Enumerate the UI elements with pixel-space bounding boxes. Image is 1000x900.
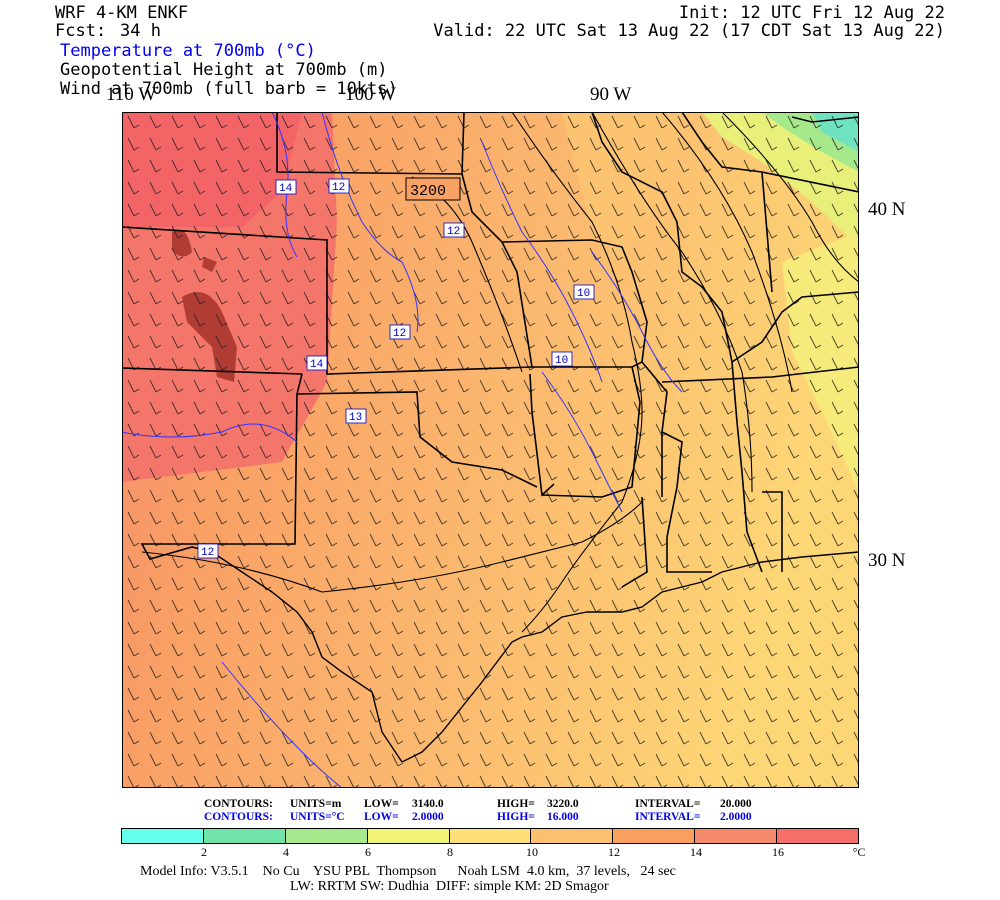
lon-label-90w: 90 W — [590, 84, 632, 105]
temp-contours-label: CONTOURS: — [204, 811, 273, 823]
temp-label: 13 — [349, 412, 362, 424]
model-info: Model Info: V3.5.1 No Cu YSU PBL Thompso… — [140, 864, 676, 879]
forecast-hour: 34 h — [120, 21, 161, 41]
height-interval-label: INTERVAL= — [635, 798, 701, 810]
height-low-label: LOW= — [364, 798, 399, 810]
height-high-value: 3220.0 — [547, 798, 579, 810]
height-contours — [141, 112, 859, 633]
color-swatch — [285, 829, 368, 843]
height-high-label: HIGH= — [497, 798, 535, 810]
field-height: Geopotential Height at 700mb (m) — [60, 60, 388, 80]
color-swatch — [777, 829, 859, 843]
field-temperature: Temperature at 700mb (°C) — [60, 41, 316, 61]
temp-label: 10 — [577, 288, 590, 300]
height-units: UNITS=m — [290, 798, 342, 810]
temp-label: 14 — [310, 359, 324, 371]
scale-tick: 8 — [447, 845, 453, 859]
valid-time: Valid: 22 UTC Sat 13 Aug 22 (17 CDT Sat … — [433, 21, 945, 41]
wind-barbs — [122, 112, 859, 788]
temp-label: 12 — [332, 182, 345, 194]
scale-tick: 10 — [526, 845, 538, 859]
temp-units: UNITS=°C — [290, 811, 345, 823]
init-time: Init: 12 UTC Fri 12 Aug 22 — [678, 3, 945, 23]
color-scale-bar — [121, 828, 859, 844]
temp-label: 12 — [393, 328, 406, 340]
scale-unit: °C — [852, 845, 866, 859]
weather-map: 14 12 12 12 10 10 14 13 12 3200 — [122, 112, 859, 788]
temp-low-label: LOW= — [364, 811, 399, 823]
state-boundaries — [122, 112, 859, 588]
lon-label-110w: 110 W — [106, 84, 157, 105]
color-swatch — [531, 829, 614, 843]
temp-label: 12 — [447, 226, 460, 238]
height-low-value: 3140.0 — [412, 798, 444, 810]
lon-label-100w: 100 W — [345, 84, 396, 105]
scale-tick: 4 — [283, 845, 289, 859]
scale-tick: 14 — [690, 845, 702, 859]
height-contour-label: 3200 — [410, 183, 446, 200]
field-wind: Wind at 700mb (full barb = 10kts) — [60, 79, 398, 99]
forecast-label: Fcst: — [55, 21, 107, 41]
color-swatch — [449, 829, 532, 843]
lat-label-40n: 40 N — [868, 199, 906, 220]
temp-label: 10 — [555, 355, 568, 367]
scale-tick: 12 — [608, 845, 620, 859]
height-label: 3200 — [405, 177, 461, 201]
scale-tick: 6 — [365, 845, 371, 859]
physics-info: LW: RRTM SW: Dudhia DIFF: simple KM: 2D … — [290, 879, 609, 894]
coastline — [211, 551, 859, 763]
color-swatch — [203, 829, 286, 843]
scale-tick: 16 — [772, 845, 784, 859]
height-contours-label: CONTOURS: — [204, 798, 273, 810]
height-interval-value: 20.000 — [720, 798, 752, 810]
temp-high-value: 16.000 — [547, 811, 579, 823]
color-swatch — [122, 829, 204, 843]
temp-label: 12 — [201, 547, 214, 559]
model-title: WRF 4-KM ENKF — [55, 3, 189, 23]
temp-interval-value: 2.0000 — [720, 811, 752, 823]
lat-label-30n: 30 N — [868, 550, 906, 571]
temp-labels: 14 12 12 12 10 10 14 13 12 — [197, 178, 595, 559]
temp-interval-label: INTERVAL= — [635, 811, 701, 823]
color-swatch — [613, 829, 696, 843]
temp-low-value: 2.0000 — [412, 811, 444, 823]
color-swatch — [367, 829, 450, 843]
color-swatch — [695, 829, 778, 843]
temperature-contours — [122, 112, 683, 788]
temp-high-label: HIGH= — [497, 811, 535, 823]
temp-label: 14 — [279, 183, 293, 195]
scale-tick: 2 — [201, 845, 207, 859]
